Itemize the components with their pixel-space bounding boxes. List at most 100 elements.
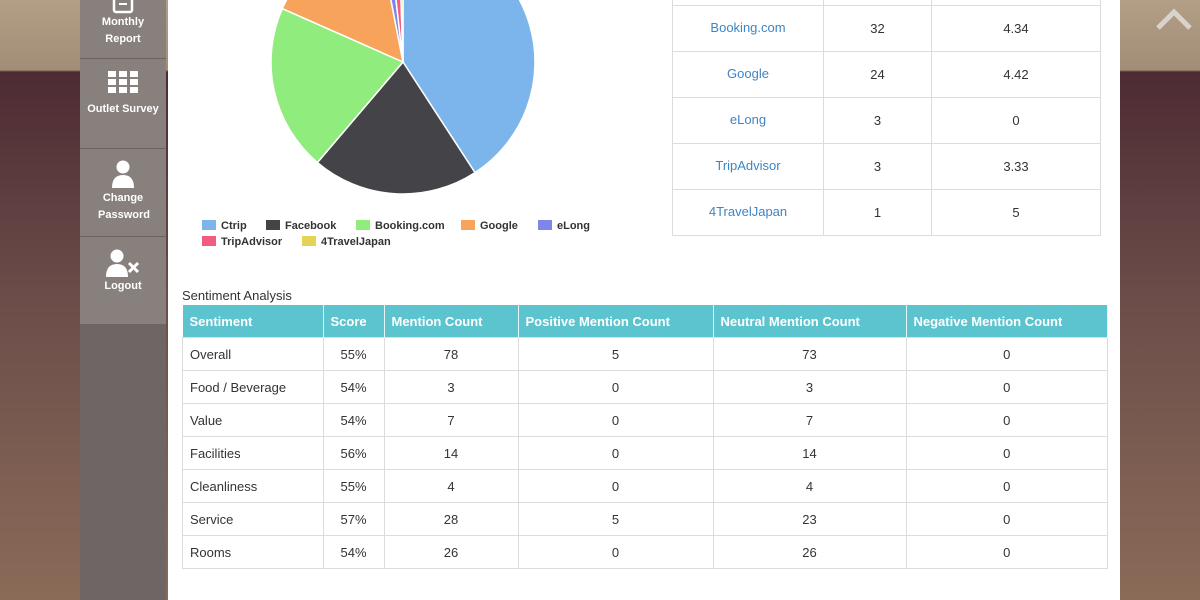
table-cell: Overall xyxy=(182,337,324,371)
table-row: Facilities 56% 14 0 14 0 xyxy=(182,436,1108,470)
table-cell: 0 xyxy=(905,502,1108,536)
table-cell: 3 xyxy=(383,370,519,404)
table-cell: 0 xyxy=(905,337,1108,371)
source-link[interactable]: Google xyxy=(672,51,824,98)
legend-item[interactable]: Facebook xyxy=(266,219,336,233)
review-count: 3 xyxy=(823,143,932,190)
grid-icon xyxy=(108,71,138,93)
pie-slice-ctrip[interactable] xyxy=(402,0,536,174)
legend-label: Google xyxy=(480,220,518,232)
divider xyxy=(80,236,166,237)
table-cell: Food / Beverage xyxy=(182,370,324,404)
legend-swatch xyxy=(202,236,216,246)
legend-swatch xyxy=(356,220,370,230)
column-header: Negative Mention Count xyxy=(906,305,1108,338)
table-cell: 28 xyxy=(383,502,519,536)
review-count: 32 xyxy=(823,5,932,52)
sidebar: Monthly Report Outlet Survey Change Pass… xyxy=(80,0,166,600)
chevron-up-icon[interactable] xyxy=(1154,4,1194,34)
source-pie-chart xyxy=(268,0,538,205)
table-cell: 23 xyxy=(712,502,907,536)
legend-item[interactable]: Booking.com xyxy=(356,219,445,233)
table-cell: 56% xyxy=(322,436,385,470)
pie-slice-4traveljapan[interactable] xyxy=(399,0,404,63)
table-cell: 0 xyxy=(517,436,714,470)
review-count: 3 xyxy=(823,97,932,144)
table-cell: Rooms xyxy=(182,535,324,569)
table-cell: 5 xyxy=(517,502,714,536)
sidebar-item-logout[interactable]: Logout xyxy=(80,248,166,298)
table-cell: 7 xyxy=(383,403,519,437)
table-cell: 0 xyxy=(905,469,1108,503)
rating: 4.34 xyxy=(931,5,1101,52)
rating: 3.33 xyxy=(931,143,1101,190)
sidebar-item-label: Logout xyxy=(104,280,142,292)
sentiment-table-body: Overall 55% 78 5 73 0 Food / Beverage 54% 3 0 3 0 Va… xyxy=(182,337,1108,569)
table-cell: 3 xyxy=(712,370,907,404)
table-cell: 0 xyxy=(517,535,714,569)
source-link[interactable]: 4TravelJapan xyxy=(672,189,824,236)
table-row: Cleanliness 55% 4 0 4 0 xyxy=(182,469,1108,503)
source-link[interactable]: TripAdvisor xyxy=(672,143,824,190)
legend-label: Booking.com xyxy=(375,220,445,232)
legend-item[interactable]: Google xyxy=(461,219,518,233)
table-cell: 0 xyxy=(517,370,714,404)
table-row: Overall 55% 78 5 73 0 xyxy=(182,337,1108,371)
column-header: Score xyxy=(323,305,385,338)
review-count: 24 xyxy=(823,51,932,98)
rating: 0 xyxy=(931,97,1101,144)
source-link[interactable]: Booking.com xyxy=(672,5,824,52)
column-header: Positive Mention Count xyxy=(518,305,714,338)
pie-slice-facebook[interactable] xyxy=(316,60,477,195)
pie-slice-booking-com[interactable] xyxy=(270,7,405,164)
table-cell: 54% xyxy=(322,535,385,569)
legend-item[interactable]: Ctrip xyxy=(202,219,247,233)
divider xyxy=(80,58,166,59)
legend-label: TripAdvisor xyxy=(221,236,283,248)
column-header: Sentiment xyxy=(182,305,324,338)
pie-chart xyxy=(270,0,536,195)
legend-swatch xyxy=(461,220,475,230)
pie-slice-google[interactable] xyxy=(281,0,405,64)
table-cell: 0 xyxy=(905,436,1108,470)
source-link[interactable]: eLong xyxy=(672,97,824,144)
table-cell: 14 xyxy=(383,436,519,470)
table-header-row: Sentiment Score Mention Count Positive M… xyxy=(182,305,1108,338)
column-header: Mention Count xyxy=(384,305,519,338)
legend-label: Facebook xyxy=(285,220,337,232)
table-cell: 4 xyxy=(712,469,907,503)
table-row: Rooms 54% 26 0 26 0 xyxy=(182,535,1108,569)
table-row: eLong 3 0 xyxy=(672,97,1101,144)
legend-item[interactable]: eLong xyxy=(538,219,590,233)
table-cell: 0 xyxy=(905,403,1108,437)
legend-item[interactable]: TripAdvisor xyxy=(202,235,282,249)
review-count: 1 xyxy=(823,189,932,236)
legend-item[interactable]: 4TravelJapan xyxy=(302,235,391,249)
sentiment-table: Sentiment Score Mention Count Positive M… xyxy=(182,305,1108,569)
table-cell: 54% xyxy=(322,370,385,404)
table-cell: 26 xyxy=(712,535,907,569)
table-cell: 26 xyxy=(383,535,519,569)
divider xyxy=(80,148,166,149)
sidebar-item-change-password[interactable]: Change Password xyxy=(80,160,166,236)
legend-swatch xyxy=(302,236,316,246)
table-cell: Value xyxy=(182,403,324,437)
table-row: Service 57% 28 5 23 0 xyxy=(182,502,1108,536)
table-row: Value 54% 7 0 7 0 xyxy=(182,403,1108,437)
table-cell: 0 xyxy=(905,370,1108,404)
sidebar-item-outlet-survey[interactable]: Outlet Survey xyxy=(80,70,166,148)
sidebar-item-monthly-report[interactable]: Monthly Report xyxy=(80,0,166,58)
report-icon xyxy=(112,0,134,14)
column-header: Neutral Mention Count xyxy=(713,305,907,338)
table-row: Booking.com 32 4.34 xyxy=(672,5,1101,52)
table-row: TripAdvisor 3 3.33 xyxy=(672,143,1101,190)
user-remove-icon xyxy=(106,249,140,277)
sidebar-item-label: Outlet Survey xyxy=(87,103,159,115)
table-cell: 54% xyxy=(322,403,385,437)
table-cell: 78 xyxy=(383,337,519,371)
rating: 4.42 xyxy=(931,51,1101,98)
legend-label: eLong xyxy=(557,220,590,232)
table-cell: 0 xyxy=(517,469,714,503)
table-row: 4TravelJapan 1 5 xyxy=(672,189,1101,236)
section-title: Sentiment Analysis xyxy=(182,288,292,303)
